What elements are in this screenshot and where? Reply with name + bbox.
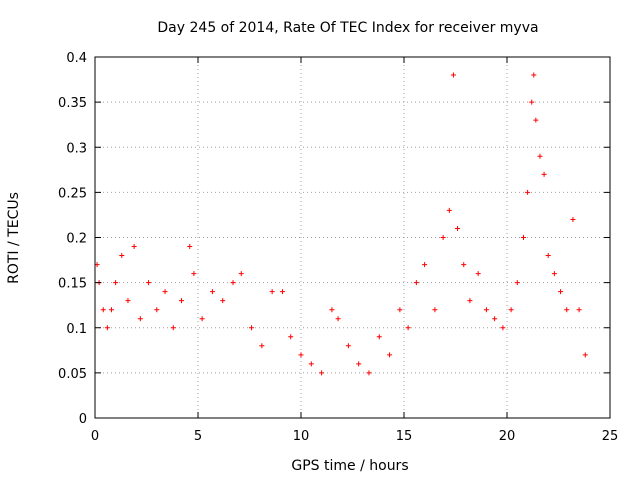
data-point bbox=[199, 316, 205, 322]
data-point bbox=[413, 280, 419, 286]
data-point bbox=[162, 289, 168, 295]
chart-title: Day 245 of 2014, Rate Of TEC Index for r… bbox=[157, 20, 538, 36]
data-point bbox=[500, 325, 506, 331]
x-tick-label: 25 bbox=[602, 429, 619, 444]
data-point bbox=[446, 207, 452, 213]
y-axis-label: ROTI / TECUs bbox=[6, 192, 22, 284]
y-tick-label: 0.4 bbox=[66, 51, 87, 66]
data-point bbox=[269, 289, 275, 295]
data-point bbox=[279, 289, 285, 295]
x-tick-label: 5 bbox=[194, 429, 202, 444]
data-point bbox=[308, 361, 314, 367]
data-point bbox=[467, 298, 473, 304]
x-tick-label: 10 bbox=[293, 429, 310, 444]
y-axis-ticks: 0 0.05 0.1 0.15 0.2 0.25 0.3 0.35 0.4 bbox=[58, 51, 610, 427]
data-point bbox=[529, 99, 535, 105]
data-point bbox=[533, 117, 539, 123]
data-point bbox=[366, 370, 372, 376]
data-point bbox=[405, 325, 411, 331]
data-point bbox=[531, 72, 537, 78]
data-point bbox=[455, 225, 461, 231]
data-point bbox=[329, 307, 335, 313]
data-point bbox=[576, 307, 582, 313]
data-point bbox=[525, 189, 531, 195]
data-point bbox=[387, 352, 393, 358]
data-point bbox=[440, 235, 446, 240]
data-point bbox=[179, 298, 185, 304]
data-points bbox=[94, 72, 588, 376]
data-point bbox=[475, 271, 481, 277]
y-tick-label: 0.35 bbox=[58, 96, 87, 111]
data-point bbox=[125, 298, 131, 304]
data-point bbox=[376, 334, 382, 340]
data-point bbox=[238, 271, 244, 277]
data-point bbox=[432, 307, 438, 313]
data-point bbox=[187, 244, 193, 250]
data-point bbox=[483, 307, 489, 313]
x-axis-ticks: 0 5 10 15 20 25 bbox=[91, 57, 618, 444]
data-point bbox=[520, 235, 526, 240]
y-tick-label: 0.2 bbox=[66, 232, 87, 247]
data-point bbox=[514, 280, 520, 286]
data-point bbox=[564, 307, 570, 313]
data-point bbox=[422, 262, 428, 268]
y-tick-label: 0.3 bbox=[66, 141, 87, 156]
grid-lines bbox=[95, 57, 610, 418]
data-point bbox=[298, 352, 304, 358]
data-point bbox=[137, 316, 143, 322]
y-tick-label: 0 bbox=[79, 412, 87, 427]
data-point bbox=[582, 352, 588, 358]
data-point bbox=[113, 280, 119, 286]
data-point bbox=[570, 216, 576, 222]
data-point bbox=[508, 307, 514, 313]
data-point bbox=[551, 271, 557, 277]
data-point bbox=[558, 289, 564, 295]
y-tick-label: 0.05 bbox=[58, 367, 87, 382]
data-point bbox=[170, 325, 176, 331]
x-tick-label: 15 bbox=[396, 429, 413, 444]
data-point bbox=[104, 325, 110, 331]
data-point bbox=[209, 289, 215, 295]
data-point bbox=[450, 72, 456, 78]
data-point bbox=[541, 171, 547, 177]
x-tick-label: 0 bbox=[91, 429, 99, 444]
plot-frame bbox=[94, 56, 611, 419]
data-point bbox=[461, 262, 467, 268]
data-point bbox=[146, 280, 152, 286]
data-point bbox=[345, 343, 351, 349]
data-point bbox=[220, 298, 226, 304]
data-point bbox=[119, 253, 125, 259]
data-point bbox=[545, 253, 551, 259]
data-point bbox=[397, 307, 403, 313]
y-tick-label: 0.15 bbox=[58, 277, 87, 292]
data-point bbox=[108, 307, 114, 313]
data-point bbox=[191, 271, 197, 277]
y-tick-label: 0.1 bbox=[66, 322, 87, 337]
data-point bbox=[100, 307, 106, 313]
x-axis-label: GPS time / hours bbox=[291, 458, 408, 474]
data-point bbox=[537, 153, 543, 159]
y-tick-label: 0.25 bbox=[58, 186, 87, 201]
x-tick-label: 20 bbox=[499, 429, 516, 444]
data-point bbox=[259, 343, 265, 349]
data-point bbox=[154, 307, 160, 313]
data-point bbox=[492, 316, 498, 322]
data-point bbox=[356, 361, 362, 367]
data-point bbox=[249, 325, 255, 331]
data-point bbox=[230, 280, 236, 286]
data-point bbox=[131, 244, 137, 250]
data-point bbox=[335, 316, 341, 322]
data-point bbox=[319, 370, 325, 376]
data-point bbox=[288, 334, 294, 340]
